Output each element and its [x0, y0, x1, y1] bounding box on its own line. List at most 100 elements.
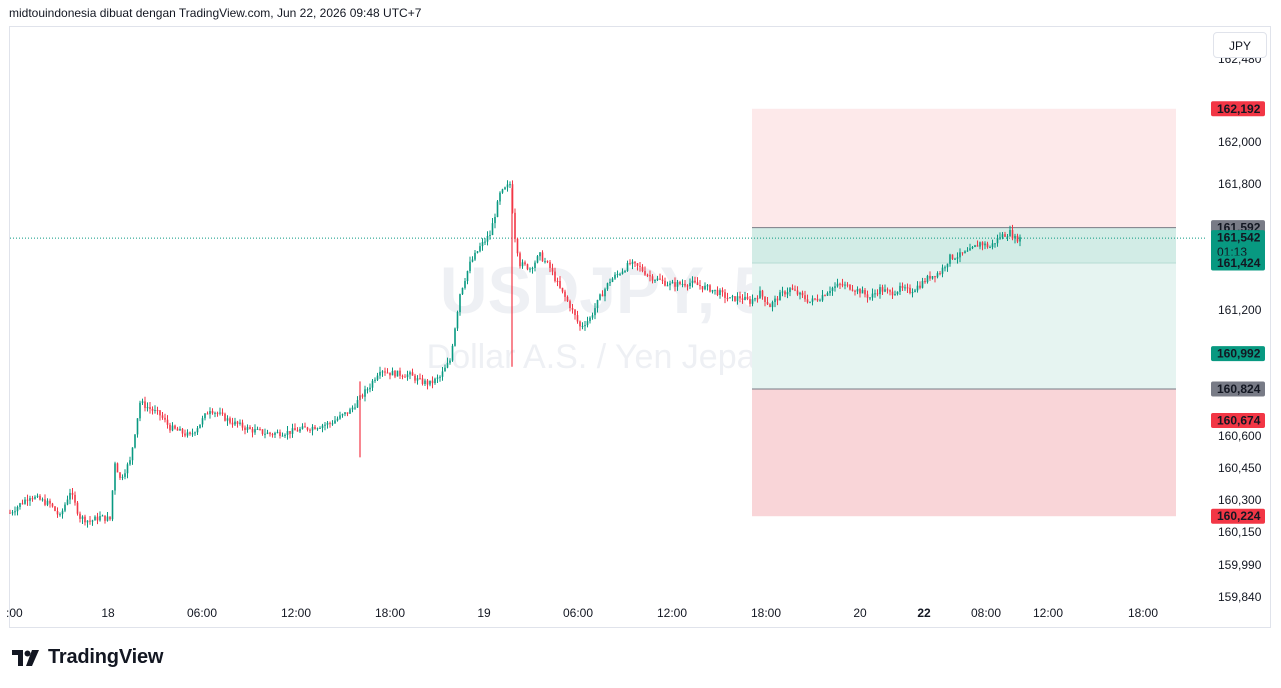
candle[interactable] [959, 252, 961, 258]
candle[interactable] [881, 287, 884, 292]
candle[interactable] [656, 278, 659, 281]
candle[interactable] [749, 299, 751, 304]
candle[interactable] [34, 496, 36, 499]
candle[interactable] [581, 326, 584, 328]
candle[interactable] [921, 281, 924, 288]
candle[interactable] [349, 409, 351, 414]
candle[interactable] [159, 410, 161, 416]
candle[interactable] [644, 271, 646, 275]
candle[interactable] [964, 251, 966, 254]
candle[interactable] [71, 492, 74, 495]
candle[interactable] [366, 389, 369, 391]
candle[interactable] [586, 321, 589, 326]
candle[interactable] [674, 282, 676, 287]
candle[interactable] [444, 367, 446, 372]
candle[interactable] [831, 287, 834, 291]
candle[interactable] [309, 429, 311, 431]
candle[interactable] [909, 287, 911, 294]
candle[interactable] [906, 287, 909, 289]
candle[interactable] [499, 192, 501, 202]
candle[interactable] [726, 297, 729, 299]
candle[interactable] [704, 285, 706, 290]
candle[interactable] [571, 308, 574, 310]
candle[interactable] [11, 512, 14, 514]
candle[interactable] [59, 514, 61, 516]
candle[interactable] [531, 267, 534, 269]
candle[interactable] [241, 422, 244, 428]
candle[interactable] [364, 389, 366, 397]
candle[interactable] [804, 295, 806, 300]
candle[interactable] [334, 420, 336, 424]
candle[interactable] [266, 432, 269, 434]
candle[interactable] [899, 285, 901, 292]
candle[interactable] [886, 289, 889, 291]
tradingview-logo[interactable]: TradingView [12, 646, 163, 669]
candle[interactable] [66, 499, 69, 505]
candle[interactable] [151, 408, 154, 411]
candle[interactable] [991, 243, 994, 248]
candle[interactable] [759, 290, 761, 299]
candle[interactable] [259, 428, 261, 430]
candle[interactable] [379, 371, 381, 376]
candle[interactable] [361, 395, 364, 397]
candle[interactable] [404, 376, 406, 378]
candle[interactable] [846, 284, 849, 286]
candle[interactable] [1016, 235, 1019, 242]
candle[interactable] [784, 291, 786, 295]
candle[interactable] [624, 270, 626, 272]
candle[interactable] [651, 276, 654, 281]
candle[interactable] [446, 362, 449, 368]
candle[interactable] [146, 407, 149, 409]
candle[interactable] [79, 513, 81, 519]
candle[interactable] [911, 291, 914, 294]
candle[interactable] [376, 375, 379, 380]
candle[interactable] [294, 428, 296, 431]
candle[interactable] [684, 283, 686, 286]
candle[interactable] [199, 424, 201, 429]
candle[interactable] [166, 419, 169, 425]
candle[interactable] [941, 267, 944, 274]
candle[interactable] [611, 278, 614, 282]
candle[interactable] [871, 293, 874, 298]
candle[interactable] [254, 429, 256, 433]
candle[interactable] [304, 426, 306, 428]
candle[interactable] [1011, 230, 1014, 239]
candle[interactable] [389, 372, 391, 376]
candle[interactable] [301, 426, 304, 429]
candle[interactable] [769, 304, 771, 308]
candle[interactable] [949, 254, 951, 264]
candle[interactable] [544, 261, 546, 263]
candle[interactable] [516, 238, 519, 254]
candle[interactable] [721, 290, 724, 293]
candle[interactable] [49, 500, 51, 504]
candle[interactable] [841, 283, 844, 286]
candle[interactable] [501, 189, 504, 193]
candle[interactable] [124, 473, 126, 477]
candle[interactable] [56, 510, 59, 515]
candle[interactable] [509, 184, 511, 186]
candle[interactable] [594, 308, 596, 316]
candle[interactable] [706, 285, 709, 287]
candle[interactable] [774, 298, 776, 303]
candle[interactable] [616, 274, 619, 276]
candle[interactable] [994, 243, 996, 245]
candle[interactable] [861, 289, 864, 294]
candle[interactable] [171, 425, 174, 431]
candle[interactable] [591, 315, 594, 318]
candle[interactable] [14, 511, 16, 513]
candle[interactable] [826, 293, 829, 296]
candle[interactable] [399, 370, 401, 376]
candle[interactable] [851, 289, 854, 291]
candle[interactable] [676, 281, 679, 287]
candle[interactable] [229, 418, 231, 423]
candle[interactable] [696, 282, 699, 286]
candle[interactable] [256, 428, 259, 430]
candle[interactable] [336, 418, 339, 421]
candle[interactable] [731, 296, 734, 298]
candle[interactable] [16, 506, 19, 512]
long-position-target-zone[interactable] [752, 262, 1176, 389]
candle[interactable] [661, 279, 664, 281]
candle[interactable] [179, 428, 181, 431]
candle[interactable] [429, 380, 431, 385]
candle[interactable] [639, 265, 641, 267]
